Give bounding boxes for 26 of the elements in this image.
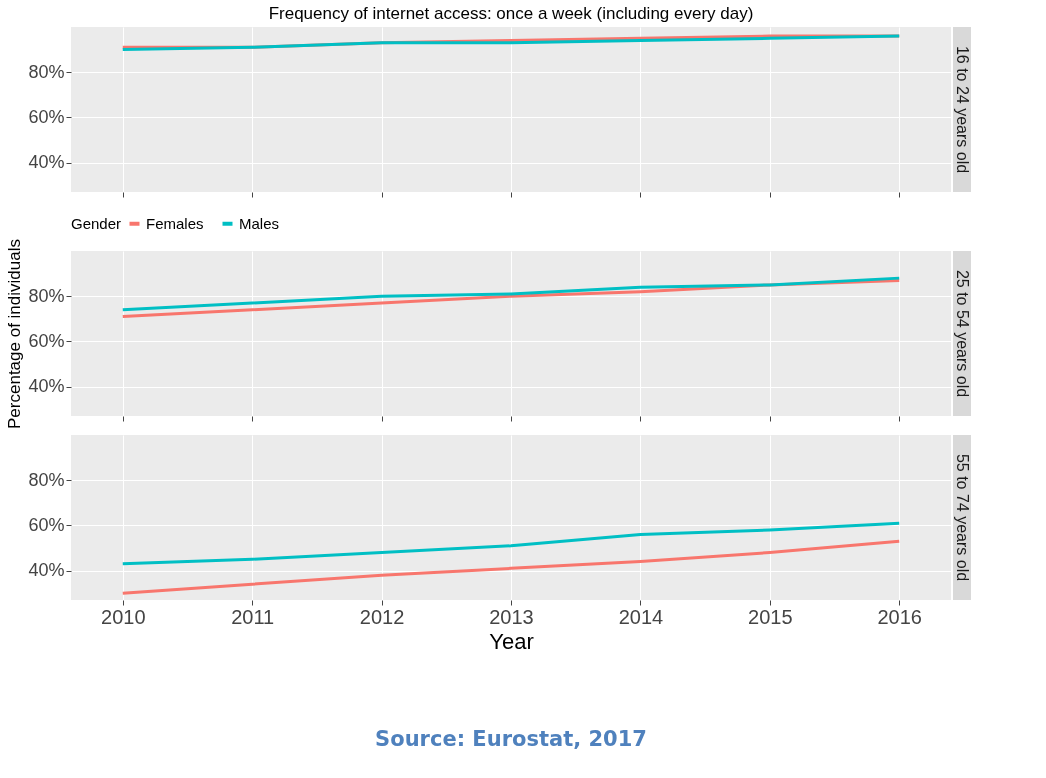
x-tick-label: 2016 <box>877 605 922 628</box>
y-tick-label: 60% <box>28 106 65 127</box>
source-note: Source: Eurostat, 2017 <box>375 727 647 751</box>
y-axis-title: Percentage of individuals <box>5 239 25 429</box>
y-tick-label: 40% <box>28 152 65 173</box>
x-tick-label: 2010 <box>101 605 146 628</box>
x-tick-label: 2014 <box>618 605 664 628</box>
x-tick-label: 2015 <box>748 605 793 628</box>
text: 25 to 54 years old <box>954 269 971 398</box>
legend-title: Gender <box>71 215 122 232</box>
y-tick-label: 80% <box>28 285 65 306</box>
legend-label: Females <box>146 214 204 232</box>
legend-label: Males <box>239 214 280 232</box>
x-tick-label: 2011 <box>231 605 275 628</box>
y-tick-label: 80% <box>28 469 65 490</box>
y-tick-label: 80% <box>28 61 65 82</box>
y-tick-label: 40% <box>28 376 65 397</box>
y-tick-label: 40% <box>28 560 65 581</box>
text: 16 to 24 years old <box>954 45 971 174</box>
chart-title: Frequency of internet access: once a week (including every day) <box>268 4 754 23</box>
text: 55 to 74 years old <box>954 453 971 582</box>
x-axis-title: Year <box>489 628 534 654</box>
x-tick-label: 2013 <box>489 605 534 628</box>
y-tick-label: 60% <box>28 330 65 351</box>
x-tick-label: 2012 <box>359 605 405 628</box>
y-tick-label: 60% <box>28 514 65 535</box>
